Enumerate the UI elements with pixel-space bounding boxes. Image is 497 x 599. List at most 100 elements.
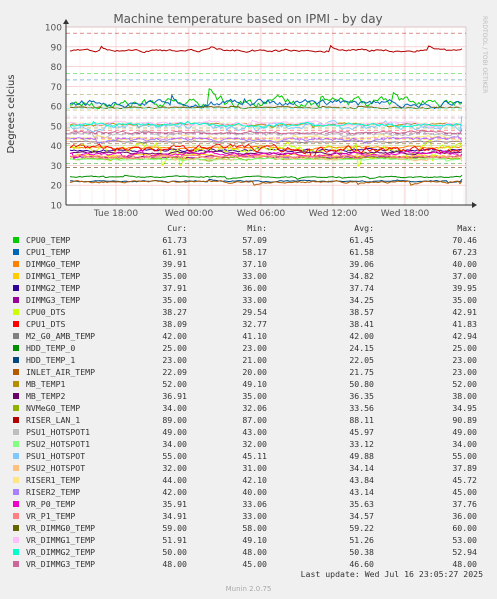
legend-max: 34.95 [452,403,477,413]
legend-row: MB_TEMP2 36.91 35.00 36.35 38.00 [0,390,497,402]
legend-swatch [13,321,19,327]
legend-min: 33.00 [242,511,267,521]
legend-cur: 37.91 [162,283,187,293]
legend-cur: 34.00 [162,403,187,413]
legend-row: VR_P1_TEMP 34.91 33.00 34.57 36.00 [0,510,497,522]
legend-cur: 25.00 [162,343,187,353]
legend-max: 37.89 [452,463,477,473]
legend-swatch [13,561,19,567]
legend-row: HDD_TEMP_1 23.00 21.00 22.05 23.00 [0,354,497,366]
legend-avg: 51.26 [349,535,374,545]
watermark: RRDTOOL / TOBI OETIKER [481,16,488,93]
legend-name: INLET_AIR_TEMP [26,367,96,377]
legend-row: NVMeG0_TEMP 34.00 32.06 33.56 34.95 [0,402,497,414]
series-line-riser2-temp [69,136,463,144]
legend-min: 87.00 [242,415,267,425]
legend-swatch [13,297,19,303]
legend-min: 48.00 [242,547,267,557]
legend-swatch [13,237,19,243]
legend-name: RISER1_TEMP [26,475,81,485]
legend-row: M2_G0_AMB_TEMP 42.00 41.10 42.00 42.94 [0,330,497,342]
legend-cur: 39.91 [162,259,187,269]
series-line-riser-lan-1 [69,44,463,54]
legend-cur: 34.00 [162,439,187,449]
y-tick-label: 70 [51,83,63,93]
legend-min: 33.00 [242,271,267,281]
legend-row: CPU1_DTS 38.09 32.77 38.41 41.83 [0,318,497,330]
legend-cur: 61.91 [162,247,187,257]
munin-footer: Munin 2.0.75 [225,585,272,593]
legend-name: NVMeG0_TEMP [26,403,81,413]
legend-min: 58.00 [242,523,267,533]
legend-row: HDD_TEMP_0 25.00 23.00 24.15 25.00 [0,342,497,354]
legend-max: 53.00 [452,535,477,545]
series-line-inlet-air-temp [69,179,463,186]
legend-swatch [13,453,19,459]
series-line-cpu0-temp [69,88,463,110]
chart-title: Machine temperature based on IPMI - by d… [113,12,382,26]
series-line-vr-dimmg3-temp [69,129,463,135]
legend-max: 52.94 [452,547,477,557]
series-line-cpu0-dts [69,139,463,168]
legend-cur: 34.91 [162,511,187,521]
legend-min: 42.10 [242,475,267,485]
y-axis-arrow [63,19,69,24]
legend-avg: 33.12 [349,439,374,449]
legend-swatch [13,285,19,291]
legend-cur: 59.00 [162,523,187,533]
legend-cur: 23.00 [162,355,187,365]
legend-avg: 34.25 [349,295,374,305]
legend-min: 49.10 [242,535,267,545]
legend-row: MB_TEMP1 52.00 49.10 50.80 52.00 [0,378,497,390]
legend-row: DIMMG2_TEMP 37.91 36.00 37.74 39.95 [0,282,497,294]
legend-name: PSU2_HOTSPOT1 [26,439,91,449]
legend-row: PSU1_HOTSPOT 55.00 45.11 49.88 55.00 [0,450,497,462]
legend-max: 48.00 [452,559,477,569]
legend-swatch [13,357,19,363]
legend-row: INLET_AIR_TEMP 22.09 20.00 21.75 23.00 [0,366,497,378]
y-tick-label: 10 [51,202,63,212]
series-line-psu1-hotspot1 [69,127,463,139]
legend-cur: 48.00 [162,559,187,569]
legend-avg: 34.14 [349,463,374,473]
legend-row: PSU2_HOTSPOT1 34.00 32.00 33.12 34.00 [0,438,497,450]
legend-cur: 42.00 [162,331,187,341]
legend-min: 49.10 [242,379,267,389]
legend-max: 25.00 [452,343,477,353]
legend-min: 31.00 [242,463,267,473]
legend-avg: 35.63 [349,499,374,509]
legend-min: 32.77 [242,319,267,329]
legend-max: 42.91 [452,307,477,317]
legend-avg: 36.35 [349,391,374,401]
legend-swatch [13,405,19,411]
legend-avg: 45.97 [349,427,374,437]
legend-max: 40.00 [452,259,477,269]
legend-name: VR_P0_TEMP [26,499,76,509]
legend-name: RISER2_TEMP [26,487,81,497]
legend-row: VR_P0_TEMP 35.91 33.06 35.63 37.76 [0,498,497,510]
last-update: Last update: Wed Jul 16 23:05:27 2025 [300,569,483,579]
legend-min: 20.00 [242,367,267,377]
legend-cur: 36.91 [162,391,187,401]
legend-avg: 22.05 [349,355,374,365]
series-line-cpu1-temp [69,93,463,110]
legend-cur: 38.09 [162,319,187,329]
legend-name: VR_P1_TEMP [26,511,76,521]
legend-row: VR_DIMMG2_TEMP 50.00 48.00 50.38 52.94 [0,546,497,558]
legend-min: 41.10 [242,331,267,341]
legend-name: DIMMG3_TEMP [26,295,81,305]
series-line-vr-dimmg1-temp [69,119,463,129]
legend-max: 67.23 [452,247,477,257]
legend-cur: 52.00 [162,379,187,389]
legend-name: PSU1_HOTSPOT1 [26,427,91,437]
legend-max: 49.00 [452,427,477,437]
legend-min: 40.00 [242,487,267,497]
legend-name: DIMMG1_TEMP [26,271,81,281]
legend-cur: 44.00 [162,475,187,485]
legend-min: 57.09 [242,235,267,245]
legend-avg: 38.41 [349,319,374,329]
legend-max: 90.89 [452,415,477,425]
legend-min: 43.00 [242,427,267,437]
legend-min: 21.00 [242,355,267,365]
x-tick-label: Tue 18:00 [93,209,138,219]
